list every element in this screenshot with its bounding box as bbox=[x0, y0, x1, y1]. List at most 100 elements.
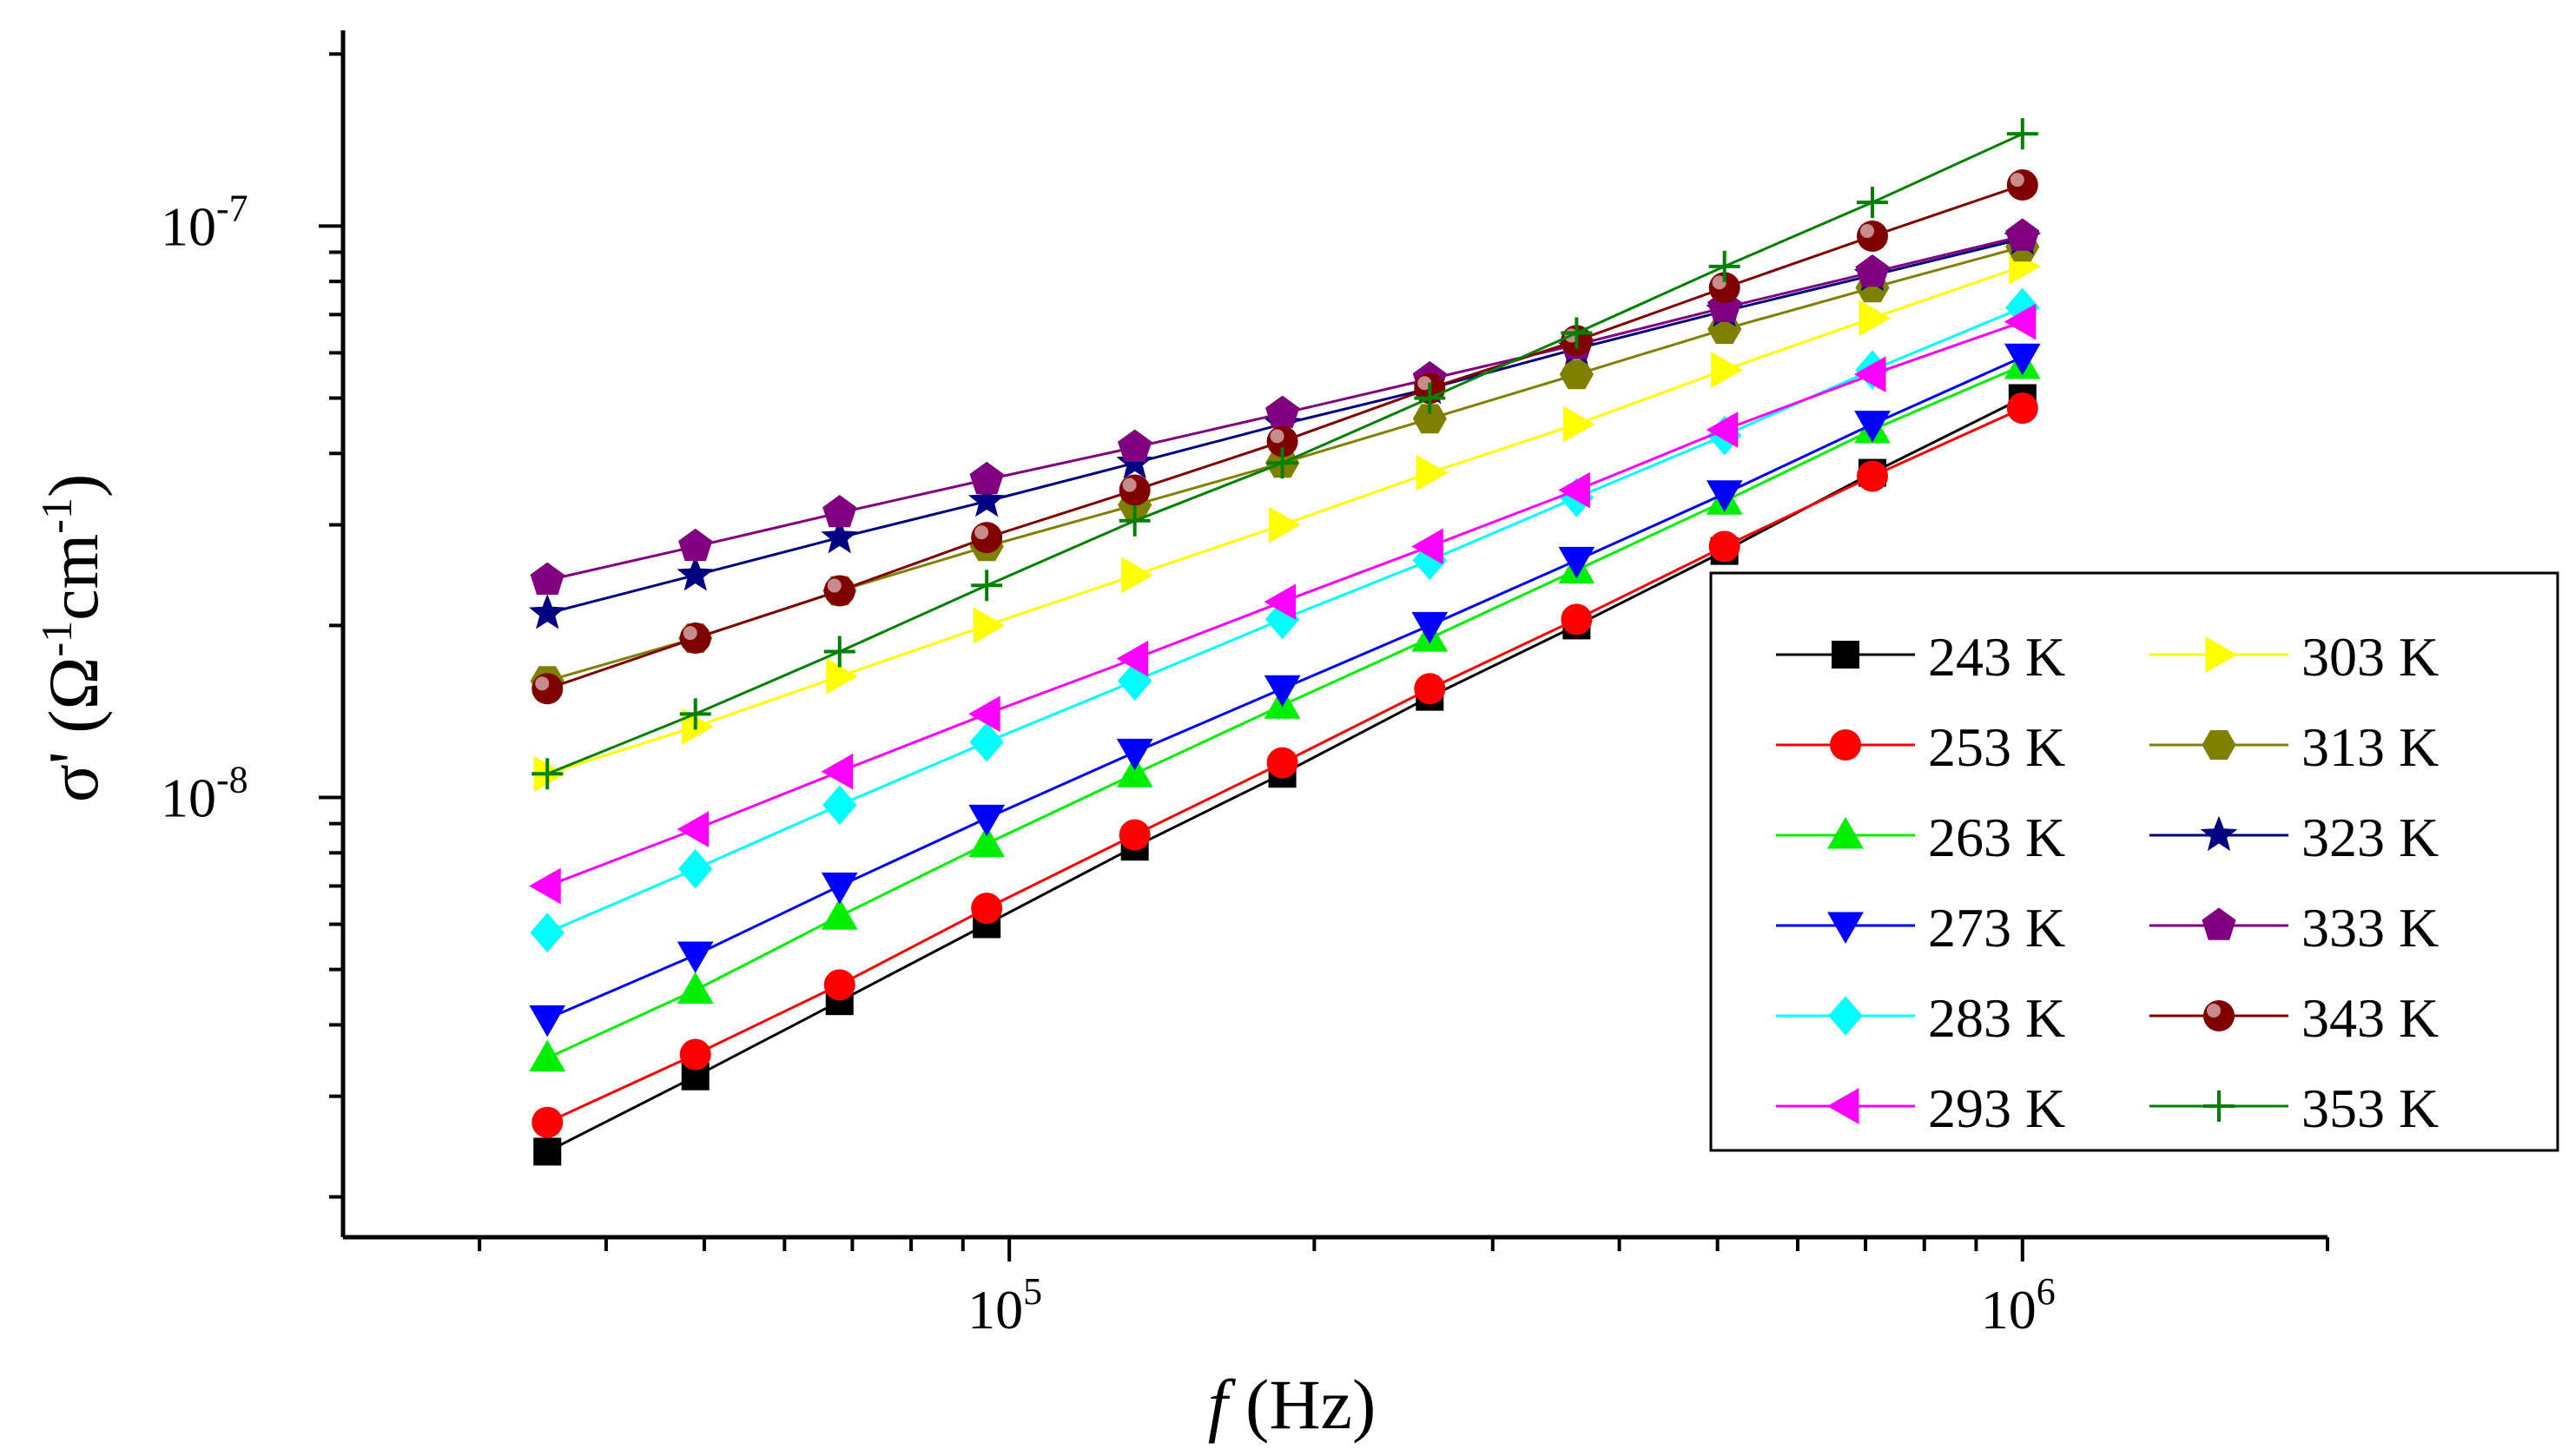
data-point bbox=[1119, 504, 1151, 537]
data-point bbox=[1116, 738, 1153, 771]
series-293k bbox=[529, 303, 2037, 905]
data-point bbox=[821, 517, 859, 554]
data-point bbox=[968, 695, 1000, 733]
data-point bbox=[969, 461, 1004, 495]
legend-label: 323 K bbox=[2301, 807, 2439, 868]
data-point bbox=[1856, 187, 1888, 219]
data-point bbox=[529, 1039, 566, 1072]
data-point bbox=[1264, 583, 1297, 621]
data-point bbox=[2004, 303, 2037, 340]
data-point bbox=[1116, 640, 1149, 677]
series-273k bbox=[529, 343, 2041, 1038]
legend-marker bbox=[1828, 996, 1863, 1036]
legend-item: 353 K bbox=[2149, 1077, 2439, 1139]
data-point bbox=[1416, 454, 1449, 491]
data-point bbox=[2004, 343, 2041, 376]
data-point bbox=[1711, 352, 1743, 388]
data-point bbox=[1708, 530, 1740, 563]
legend-item: 343 K bbox=[2149, 987, 2439, 1049]
legend-marker bbox=[2203, 1090, 2235, 1122]
legend-item: 263 K bbox=[1776, 807, 2065, 868]
data-point bbox=[1414, 673, 1446, 705]
data-point bbox=[1853, 356, 1886, 393]
legend-label: 333 K bbox=[2301, 897, 2439, 959]
data-point bbox=[677, 811, 710, 847]
legend: 243 K 253 K 263 K 273 K 283 K 293 K 303 K 313 K… bbox=[1709, 571, 2559, 1152]
data-point bbox=[678, 528, 713, 562]
y-tick-label: 10-8 bbox=[161, 759, 248, 829]
data-point bbox=[1558, 546, 1595, 579]
legend-item: 253 K bbox=[1776, 716, 2065, 778]
data-point bbox=[532, 1106, 564, 1138]
data-point bbox=[1561, 317, 1593, 349]
data-point bbox=[971, 522, 1003, 554]
data-point bbox=[1559, 359, 1594, 390]
legend-marker bbox=[1827, 912, 1864, 945]
data-point bbox=[2006, 392, 2038, 425]
data-point bbox=[971, 893, 1003, 925]
legend-label: 313 K bbox=[2301, 716, 2439, 778]
data-point bbox=[532, 673, 564, 705]
data-point bbox=[1265, 395, 1300, 428]
data-point bbox=[821, 753, 854, 790]
data-point bbox=[1266, 425, 1298, 458]
series-303k bbox=[533, 247, 2041, 793]
legend-label: 273 K bbox=[1928, 897, 2065, 959]
data-point bbox=[2005, 218, 2040, 251]
y-tick-label: 10-7 bbox=[161, 187, 248, 257]
data-point bbox=[821, 898, 858, 930]
legend-marker bbox=[1827, 816, 1864, 849]
data-point bbox=[1266, 747, 1298, 779]
legend-marker bbox=[2202, 730, 2236, 760]
data-point bbox=[532, 758, 564, 790]
legend-marker bbox=[2203, 1000, 2235, 1031]
data-point bbox=[679, 698, 711, 730]
legend-label: 303 K bbox=[2301, 626, 2439, 688]
data-point bbox=[823, 636, 855, 668]
data-point bbox=[1708, 250, 1740, 282]
data-point bbox=[822, 785, 857, 825]
data-point bbox=[1706, 480, 1743, 512]
legend-item: 243 K bbox=[1776, 626, 2065, 688]
data-point bbox=[1412, 404, 1447, 434]
x-tick-label: 106 bbox=[1981, 1270, 2056, 1341]
data-point bbox=[682, 708, 714, 745]
data-point bbox=[969, 721, 1004, 762]
data-point bbox=[1706, 412, 1739, 448]
data-point bbox=[677, 556, 715, 591]
legend-label: 253 K bbox=[1928, 716, 2065, 778]
legend-label: 283 K bbox=[1928, 987, 2065, 1049]
data-point bbox=[530, 912, 565, 952]
data-point bbox=[529, 1005, 566, 1038]
data-point bbox=[973, 607, 1006, 644]
legend-item: 273 K bbox=[1776, 897, 2065, 959]
data-point bbox=[1411, 611, 1449, 644]
data-point bbox=[1411, 528, 1443, 565]
series-333k bbox=[530, 218, 2040, 595]
data-point bbox=[677, 941, 714, 974]
data-point bbox=[826, 658, 858, 695]
legend-label: 263 K bbox=[1928, 807, 2065, 868]
data-point bbox=[1116, 755, 1153, 787]
data-point bbox=[968, 804, 1006, 837]
data-point bbox=[1119, 474, 1151, 506]
data-point bbox=[1264, 675, 1301, 708]
legend-label: 353 K bbox=[2301, 1077, 2439, 1139]
x-tick-label: 105 bbox=[967, 1270, 1042, 1341]
data-point bbox=[1856, 460, 1888, 492]
legend-label: 243 K bbox=[1928, 626, 2065, 688]
y-axis-label: σ' (Ω-1cm-1) bbox=[32, 474, 113, 803]
legend-marker bbox=[2202, 907, 2236, 940]
x-axis-label: f (Hz) bbox=[1208, 1365, 1377, 1444]
legend-item: 323 K bbox=[2149, 807, 2439, 868]
legend-item: 303 K bbox=[2149, 626, 2439, 688]
data-point bbox=[529, 867, 561, 905]
data-point bbox=[971, 570, 1003, 602]
legend-box bbox=[1709, 571, 2559, 1152]
data-point bbox=[1558, 471, 1590, 509]
plot-area: 105 106 10-8 10-7 bbox=[161, 30, 2329, 1341]
data-point bbox=[528, 593, 566, 629]
data-point bbox=[1561, 603, 1593, 636]
data-point bbox=[1121, 557, 1153, 594]
data-point bbox=[1859, 300, 1892, 337]
